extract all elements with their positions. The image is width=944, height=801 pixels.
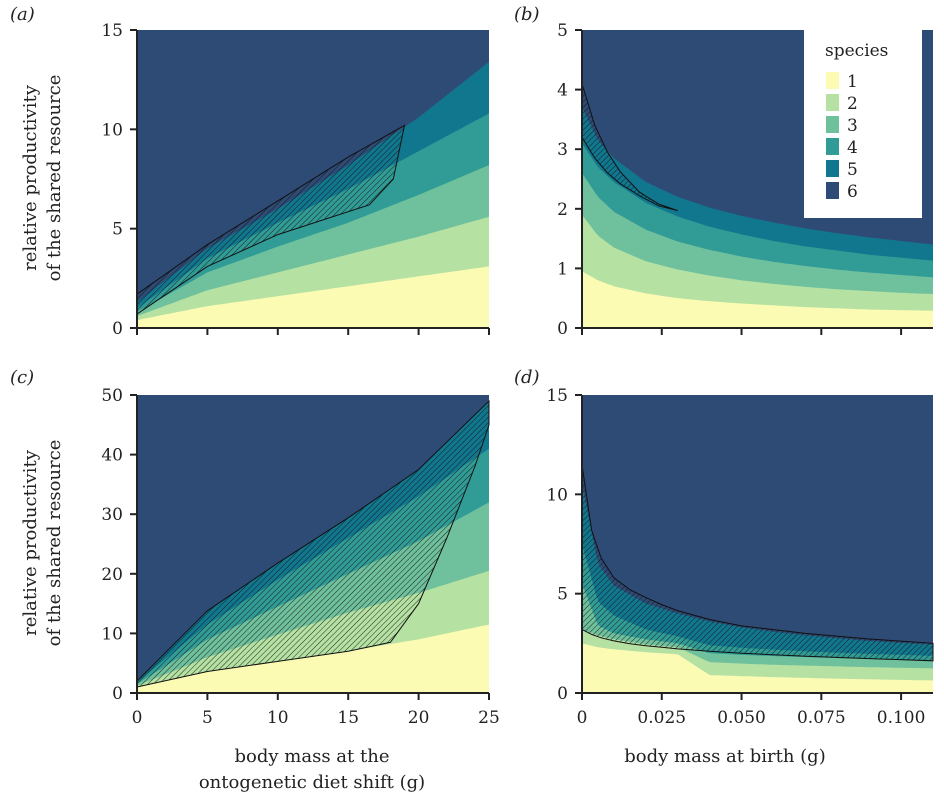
legend-label-6: 6 <box>847 182 858 202</box>
x-tick-label: 0.100 <box>877 708 926 728</box>
y-axis-label-bottom-line2: of the shared resource <box>44 440 65 647</box>
legend-swatch-3 <box>826 116 839 133</box>
x-tick-label: 0 <box>132 708 143 728</box>
band-species-1 <box>582 271 933 328</box>
legend-label-3: 3 <box>847 116 858 136</box>
y-tick-label: 15 <box>101 21 123 41</box>
x-axis-label-right: body mass at birth (g) <box>624 746 825 767</box>
y-tick-label: 4 <box>557 81 568 101</box>
panel-a: 0 5 10 15 <box>101 21 490 339</box>
legend-title: species <box>825 41 888 61</box>
y-tick-label: 50 <box>101 386 123 406</box>
hatched-region <box>581 83 678 212</box>
y-tick-label: 20 <box>101 565 123 585</box>
y-axis-label-bottom-line1: relative productivity <box>20 449 41 636</box>
legend-label-4: 4 <box>847 138 858 158</box>
x-tick-label: 0.050 <box>717 708 766 728</box>
x-tick-label: 5 <box>202 708 213 728</box>
y-tick-label: 30 <box>101 505 123 525</box>
band-species-1 <box>137 624 489 693</box>
x-tick-label: 25 <box>478 708 500 728</box>
legend-label-2: 2 <box>847 94 858 114</box>
y-tick-label: 10 <box>101 120 123 140</box>
legend-label-1: 1 <box>847 72 858 92</box>
legend-swatch-4 <box>826 138 839 155</box>
hatched-region <box>136 399 490 688</box>
y-tick-label: 3 <box>557 140 568 160</box>
x-tick-label: 20 <box>408 708 430 728</box>
panel-label-d: (d) <box>514 367 540 388</box>
y-tick-label: 0 <box>112 684 123 704</box>
panel-label-a: (a) <box>10 4 35 25</box>
x-axis-label-left-line2: ontogenetic diet shift (g) <box>199 772 425 793</box>
band-species-1 <box>137 266 489 328</box>
legend-swatch-2 <box>826 94 839 111</box>
y-tick-label: 5 <box>557 585 568 605</box>
legend-swatch-1 <box>826 72 839 89</box>
y-axis-label-top-line1: relative productivity <box>20 84 41 271</box>
hatched-region <box>581 464 934 662</box>
y-tick-label: 15 <box>546 386 568 406</box>
x-tick-label: 10 <box>267 708 289 728</box>
legend-swatch-6 <box>826 182 839 199</box>
y-tick-label: 5 <box>557 21 568 41</box>
x-tick-label: 0.075 <box>797 708 846 728</box>
x-tick-label: 0 <box>577 708 588 728</box>
y-tick-label: 5 <box>112 220 123 240</box>
legend-swatch-5 <box>826 160 839 177</box>
y-tick-label: 1 <box>557 259 568 279</box>
band-species-1 <box>582 643 933 693</box>
x-axis-label-left-line1: body mass at the <box>235 746 390 767</box>
y-axis-label-top-line2: of the shared resource <box>44 75 65 282</box>
y-tick-label: 2 <box>557 200 568 220</box>
hatched-region <box>136 124 406 316</box>
y-tick-label: 10 <box>546 485 568 505</box>
x-tick-label: 15 <box>337 708 359 728</box>
legend-label-5: 5 <box>847 160 858 180</box>
y-tick-label: 40 <box>101 446 123 466</box>
y-tick-label: 0 <box>557 319 568 339</box>
y-tick-label: 0 <box>557 684 568 704</box>
y-tick-label: 0 <box>112 319 123 339</box>
panel-d: 0 5 10 15 0 0.025 0.050 0.075 0.100 <box>546 386 934 728</box>
legend-box <box>804 30 922 218</box>
panel-label-c: (c) <box>10 367 34 388</box>
panel-c: 0 10 20 30 40 50 0 5 10 15 20 25 <box>101 386 499 728</box>
panel-label-b: (b) <box>514 4 540 25</box>
y-tick-label: 10 <box>101 624 123 644</box>
x-tick-label: 0.025 <box>637 708 686 728</box>
